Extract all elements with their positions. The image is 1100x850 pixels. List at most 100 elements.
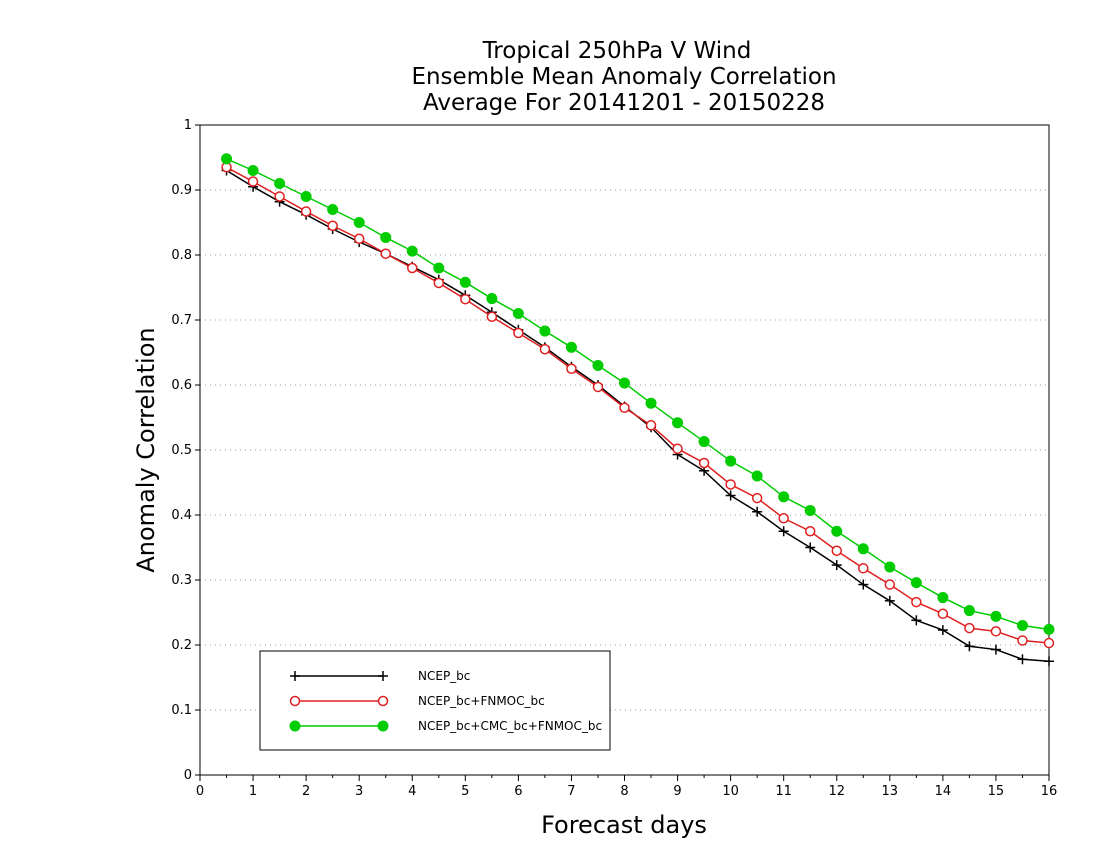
data-point-open-circle — [911, 596, 922, 608]
data-point-filled-circle — [380, 231, 392, 243]
data-point-open-circle — [751, 492, 763, 504]
x-tick-label: 12 — [828, 784, 845, 799]
data-point-open-circle — [247, 176, 259, 187]
data-point-open-circle — [858, 563, 869, 574]
data-point-open-circle — [619, 402, 630, 413]
y-tick-label: 0.3 — [171, 573, 192, 588]
data-point-open-circle — [539, 344, 551, 355]
data-point-plus — [884, 595, 895, 606]
x-tick-label: 5 — [461, 784, 469, 799]
data-point-open-circle — [964, 622, 975, 634]
data-point-filled-circle — [300, 191, 312, 202]
data-point-open-circle — [990, 626, 1002, 637]
y-tick-label: 0.9 — [171, 183, 192, 198]
data-point-filled-circle — [459, 276, 471, 288]
data-point-open-circle — [1017, 635, 1028, 646]
legend: NCEP_bc NCEP_bc+FNMOC_bc NCEP_bc+CMC_bc+FN… — [259, 650, 611, 751]
y-tick-label: 1 — [184, 118, 192, 133]
data-point-open-circle — [289, 695, 301, 707]
data-point-filled-circle — [725, 455, 737, 467]
data-point-open-circle — [460, 293, 471, 305]
x-tick-label: 11 — [775, 784, 792, 799]
data-point-filled-circle — [778, 491, 790, 503]
data-point-filled-circle — [353, 217, 365, 228]
x-tick-label: 15 — [988, 784, 1005, 799]
data-point-open-circle — [380, 248, 391, 259]
data-point-filled-circle — [486, 293, 498, 305]
data-point-filled-circle — [672, 417, 684, 429]
series-line — [226, 158, 1050, 631]
data-point-filled-circle — [247, 165, 259, 176]
data-point-filled-circle — [289, 720, 301, 732]
x-axis-label: Forecast days — [541, 811, 707, 839]
gridlines — [200, 189, 1049, 711]
data-point-filled-circle — [910, 577, 922, 589]
data-point-filled-circle — [857, 543, 869, 555]
data-point-filled-circle — [512, 308, 524, 319]
x-tick-label: 0 — [196, 784, 204, 799]
x-tick-label: 3 — [355, 784, 363, 799]
data-point-plus — [1017, 654, 1028, 665]
x-tick-label: 1 — [249, 784, 257, 799]
x-tick-label: 8 — [620, 784, 628, 799]
x-tick-label: 10 — [722, 784, 739, 799]
data-point-plus — [805, 542, 816, 553]
data-point-filled-circle — [377, 720, 389, 732]
data-point-filled-circle — [937, 592, 949, 604]
data-point-open-circle — [377, 695, 389, 707]
data-point-open-circle — [327, 220, 338, 231]
data-point-plus — [1044, 656, 1054, 667]
data-point-plus — [964, 641, 975, 652]
data-point-open-circle — [645, 420, 657, 431]
data-point-filled-circle — [645, 397, 657, 409]
data-point-plus — [378, 671, 388, 681]
data-point-open-circle — [566, 363, 577, 374]
x-tick-label: 16 — [1041, 784, 1058, 799]
data-point-open-circle — [353, 233, 365, 244]
x-tick-label: 14 — [935, 784, 952, 799]
y-tick-label: 0.8 — [171, 248, 192, 263]
y-tick-label: 0.2 — [171, 638, 192, 653]
data-point-open-circle — [778, 513, 789, 524]
data-point-filled-circle — [274, 178, 286, 189]
legend-label: NCEP_bc — [418, 669, 470, 683]
data-point-open-circle — [1043, 637, 1055, 649]
y-tick-label: 0.6 — [171, 378, 192, 393]
data-point-open-circle — [433, 277, 445, 289]
data-point-open-circle — [937, 608, 949, 620]
data-point-plus — [990, 644, 1001, 655]
data-point-filled-circle — [592, 360, 604, 371]
data-point-open-circle — [884, 579, 896, 590]
x-tick-label: 6 — [514, 784, 522, 799]
legend-label: NCEP_bc+FNMOC_bc — [418, 694, 545, 708]
data-point-open-circle — [300, 206, 312, 217]
y-tick-label: 0.5 — [171, 443, 192, 458]
data-point-filled-circle — [751, 470, 763, 482]
data-point-open-circle — [804, 526, 816, 537]
data-point-plus — [290, 671, 300, 681]
series-lines — [221, 153, 1055, 667]
data-point-open-circle — [274, 191, 285, 202]
data-point-filled-circle — [1016, 620, 1028, 631]
x-tick-label: 13 — [882, 784, 899, 799]
y-tick-label: 0 — [184, 768, 192, 783]
data-point-open-circle — [698, 457, 710, 469]
chart-title-line-3: Average For 20141201 - 20150228 — [423, 90, 825, 116]
y-tick-label: 0.7 — [171, 313, 192, 328]
data-point-filled-circle — [698, 436, 710, 448]
data-point-filled-circle — [804, 504, 816, 516]
series-NCEP_bc+CMC_bc+FNMOC_bc — [221, 153, 1055, 635]
axis-ticks: 00.10.20.30.40.50.60.70.80.910 1 2 3 4 5 6 7 8 9 1… — [171, 118, 1057, 799]
y-axis-label: Anomaly Correlation — [132, 327, 160, 572]
series-NCEP_bc+FNMOC_bc — [221, 162, 1055, 649]
data-point-filled-circle — [963, 605, 975, 617]
legend-label: NCEP_bc+CMC_bc+FNMOC_bc — [418, 719, 602, 733]
x-tick-label: 7 — [567, 784, 575, 799]
data-point-plus — [937, 625, 948, 636]
data-point-open-circle — [592, 381, 604, 393]
chart-title-line-1: Tropical 250hPa V Wind — [482, 38, 752, 64]
data-point-filled-circle — [565, 341, 577, 353]
series-line — [226, 166, 1050, 644]
data-point-filled-circle — [539, 325, 551, 337]
